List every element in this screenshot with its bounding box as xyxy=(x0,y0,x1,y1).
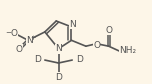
Text: O: O xyxy=(10,29,17,38)
Text: N: N xyxy=(70,20,76,29)
Text: +: + xyxy=(30,35,35,41)
Text: D: D xyxy=(34,55,41,64)
Text: O: O xyxy=(16,45,22,54)
Text: D: D xyxy=(55,73,62,82)
Text: O: O xyxy=(93,41,100,50)
Text: N: N xyxy=(26,36,33,45)
Text: −: − xyxy=(5,30,11,36)
Text: D: D xyxy=(76,55,83,64)
Text: O: O xyxy=(105,26,112,35)
Text: N: N xyxy=(55,44,62,53)
Text: NH₂: NH₂ xyxy=(119,46,136,55)
